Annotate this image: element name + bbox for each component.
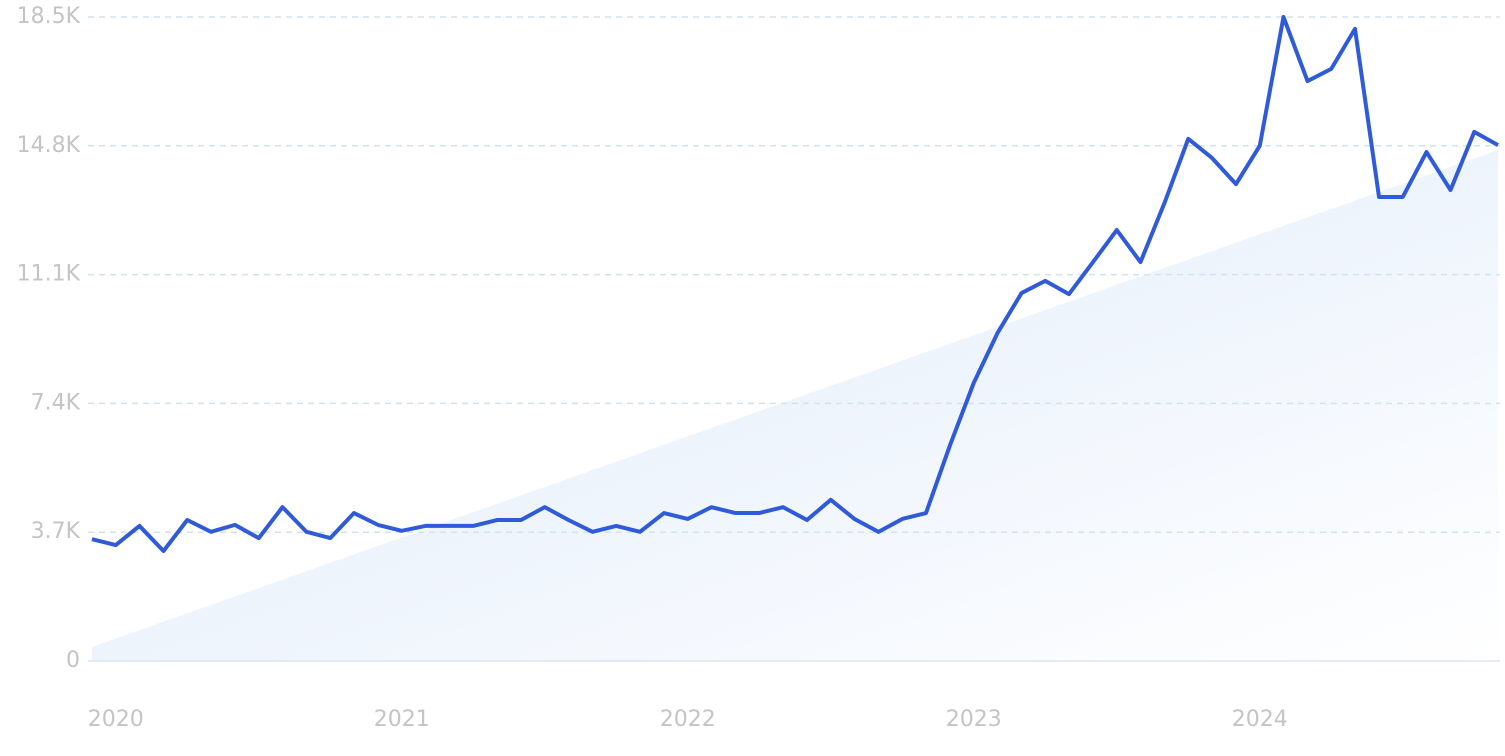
line-series	[91, 15, 1499, 553]
x-tick-label: 2021	[374, 707, 430, 732]
x-tick-label: 2024	[1232, 707, 1288, 732]
x-tick-label: 2023	[946, 707, 1002, 732]
y-tick-label: 14.8K	[17, 133, 81, 158]
x-tick-label: 2020	[88, 707, 144, 732]
y-tick-label: 18.5K	[17, 4, 81, 29]
x-tick-label: 2022	[660, 707, 716, 732]
y-tick-label: 11.1K	[17, 262, 81, 287]
y-tick-label: 0	[66, 648, 80, 673]
y-tick-label: 7.4K	[31, 390, 81, 415]
trend-area	[92, 150, 1498, 661]
y-tick-label: 3.7K	[31, 519, 81, 544]
